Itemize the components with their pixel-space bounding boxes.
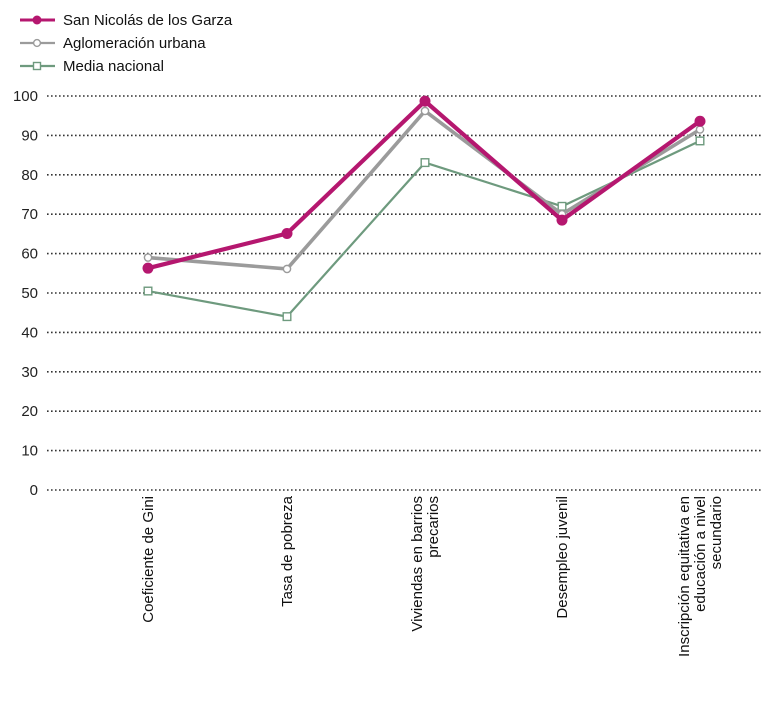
y-tick-label: 0 [30,482,38,499]
x-tick-label: Tasa de pobreza [279,495,296,607]
x-tick-label-line: Viviendas en barrios [409,496,426,632]
legend-item: San Nicolás de los Garza [20,12,233,29]
x-tick-label: Coeficiente de Gini [140,496,157,623]
x-tick-label-line: Coeficiente de Gini [140,496,157,623]
data-point [143,286,153,296]
x-tick-label-line: educación a nivel [692,496,709,612]
legend-label: Media nacional [63,58,164,75]
legend-item: Media nacional [20,58,164,75]
x-tick-label-line: Desempleo juvenil [554,496,571,619]
legend: San Nicolás de los Garza Aglomeración urb… [20,12,233,75]
x-axis: Coeficiente de Gini Tasa de pobreza Vivien… [140,495,725,657]
series-line [147,99,702,271]
x-tick-label-line: Tasa de pobreza [279,495,296,607]
y-tick-label: 100 [13,88,38,105]
y-tick-label: 60 [21,246,38,263]
series-line [147,139,701,318]
x-tick-label: Inscripción equitativa en educación a niv… [676,496,725,657]
plot-area [142,95,706,322]
data-point [419,95,431,107]
y-tick-label: 80 [21,167,38,184]
data-point [420,106,430,116]
data-point [557,201,567,211]
x-tick-label-line: Inscripción equitativa en [676,496,693,657]
data-point [420,158,430,168]
y-tick-label: 10 [21,443,38,460]
data-point [143,253,153,262]
data-point [556,214,568,226]
legend-marker [32,15,42,25]
x-tick-label-line: precarios [425,496,442,558]
series-1 [142,95,706,274]
legend-label: San Nicolás de los Garza [63,12,233,29]
y-tick-label: 20 [21,403,38,420]
legend-marker [32,61,42,71]
data-point [281,228,293,240]
y-tick-label: 50 [21,285,38,302]
y-tick-label: 70 [21,206,38,223]
legend-label: Aglomeración urbana [63,35,206,52]
x-tick-label: Viviendas en barrios precarios [409,496,442,632]
data-point [142,262,154,274]
legend-marker [32,38,42,48]
y-tick-label: 90 [21,127,38,144]
data-point [282,264,292,274]
y-axis: 0 10 20 30 40 50 60 70 80 90 100 [13,88,38,499]
y-tick-label: 30 [21,364,38,381]
data-point [694,115,706,127]
data-point [282,312,292,322]
x-tick-label: Desempleo juvenil [554,496,571,619]
legend-item: Aglomeración urbana [20,35,206,52]
data-point [695,136,705,146]
y-tick-label: 40 [21,324,38,341]
data-point [695,125,705,134]
x-tick-label-line: secundario [708,496,725,569]
